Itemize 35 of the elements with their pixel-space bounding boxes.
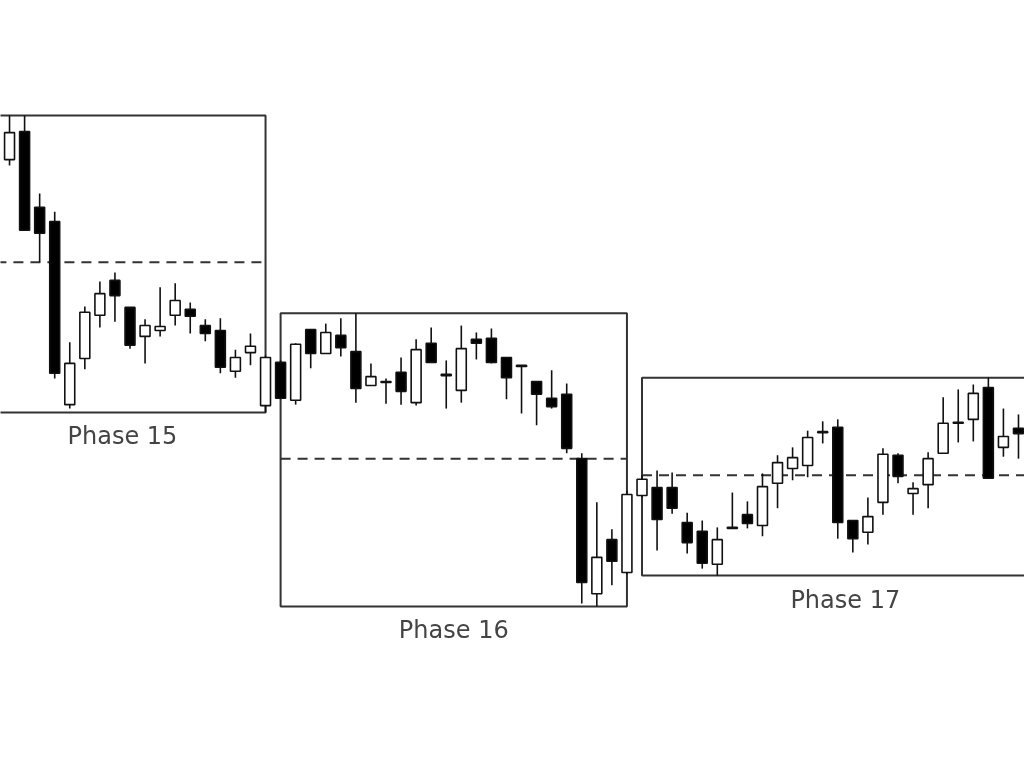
candlestick — [1012, 413, 1024, 460]
annotation: Phase 15 — [67, 422, 178, 451]
candlestick — [997, 407, 1010, 458]
candlestick — [184, 301, 197, 335]
candlestick — [425, 326, 437, 364]
text: Phase 16 — [398, 616, 509, 645]
candlestick — [907, 481, 919, 516]
candlestick — [229, 348, 242, 379]
annotation: Phase 17 — [790, 585, 901, 614]
candlestick — [365, 362, 377, 387]
candlestick — [681, 511, 693, 555]
candlestick — [530, 380, 543, 427]
candlestick — [500, 356, 513, 401]
candlestick — [741, 500, 754, 530]
candlestick — [244, 332, 257, 367]
candlestick — [139, 318, 151, 365]
candlestick — [892, 452, 904, 484]
candlestick — [545, 369, 558, 410]
candlestick — [109, 271, 121, 323]
candlestick — [199, 318, 212, 343]
candlestick — [847, 519, 859, 554]
candlestick — [395, 356, 407, 406]
candlestick — [320, 322, 332, 355]
candlestick — [470, 331, 483, 361]
candlestick — [666, 471, 678, 515]
candlestick — [169, 282, 181, 327]
candlestick — [154, 286, 166, 338]
candlestick — [335, 317, 347, 358]
candlestick — [94, 280, 106, 329]
candlestick — [771, 454, 784, 510]
candlestick — [606, 528, 618, 587]
candlestick — [636, 474, 648, 499]
candlestick — [440, 359, 453, 410]
candlestick — [786, 446, 799, 482]
candlestick — [862, 496, 874, 546]
